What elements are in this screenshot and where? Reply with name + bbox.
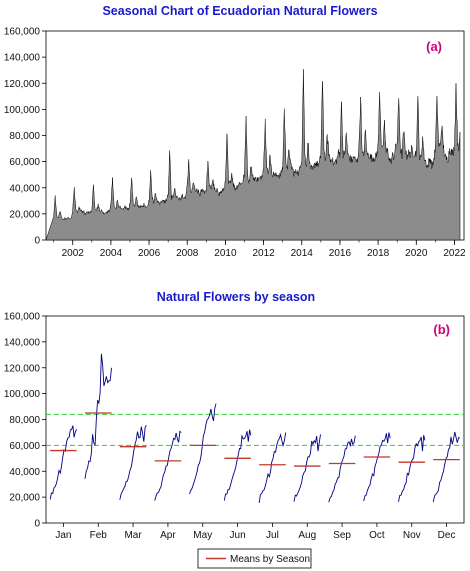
chart-a-x-tick-label: 2010 [214,248,237,259]
chart-a-x-tick-label: 2006 [138,248,161,259]
chart-b-x-tick-label: Feb [90,530,108,541]
chart-b-x-tick-label: Apr [160,530,176,541]
chart-a-x-tick-label: 2022 [443,248,466,259]
chart-b-subseries-jan [49,425,78,500]
chart-b-x-tick-label: Mar [124,530,142,541]
chart-a-y-tick-label: 160,000 [4,27,41,38]
legend-means-label: Means by Season [230,554,310,565]
chart-a-x-tick-label: 2016 [329,248,352,259]
chart-a-y-tick-label: 40,000 [9,183,40,194]
chart-b-x-tick-label: Sep [333,530,351,541]
chart-a-y-axis: 0 20,000 40,000 60,000 80,000 100,000 120,000 1… [4,27,46,247]
chart-a-y-tick-label: 80,000 [9,131,40,142]
chart-b-legend: Means by Season [197,548,312,569]
chart-a-y-tick-label: 120,000 [4,79,41,90]
chart-b-x-tick-label: Jun [230,530,246,541]
chart-a-title: Seasonal Chart of Ecuadorian Natural Flo… [102,4,377,18]
chart-a-y-tick-label: 60,000 [9,157,40,168]
chart-b-panel-label: (b) [433,322,450,337]
chart-b-y-tick-label: 60,000 [9,441,40,452]
chart-b-monthly-subseries [49,353,460,503]
chart-a-panel-label: (a) [426,39,442,54]
chart-b-x-tick-label: Jan [55,530,71,541]
chart-b-y-axis: 0 20,000 40,000 60,000 80,000 100,000 120,000 1… [4,312,46,530]
chart-b-x-tick-label: Jul [266,530,279,541]
chart-a: 0 20,000 40,000 60,000 80,000 100,000 120,000 1… [4,27,466,260]
chart-a-x-tick-label: 2014 [291,248,314,259]
chart-a-x-tick-label: 2008 [176,248,199,259]
chart-b-x-tick-label: Oct [369,530,385,541]
chart-a-y-tick-label: 0 [34,236,40,247]
chart-b-x-tick-label: Nov [403,530,421,541]
chart-b-x-tick-label: Aug [298,530,316,541]
chart-b-subseries-may [189,403,217,495]
chart-a-x-tick-label: 2002 [62,248,85,259]
chart-b-subseries-dec [432,431,460,503]
chart-a-y-tick-label: 100,000 [4,105,41,116]
chart-b-reference-lines [46,413,464,446]
chart-b-title: Natural Flowers by season [157,290,315,304]
chart-b-subseries-feb [84,353,112,479]
chart-b-y-tick-label: 120,000 [4,363,41,374]
chart-b-y-tick-label: 40,000 [9,467,40,478]
chart-b-y-tick-label: 80,000 [9,415,40,426]
chart-b-x-tick-label: Dec [438,530,456,541]
chart-b-subseries-sep [328,435,356,503]
legend-box [197,548,312,569]
chart-a-x-tick-label: 2012 [252,248,275,259]
chart-a-area [45,69,461,241]
chart-b-x-axis: Jan Feb Mar Apr May Jun Jul Aug Sep Oct Nov Dec [55,523,455,541]
chart-b-y-tick-label: 140,000 [4,337,41,348]
chart-b-means [50,412,460,467]
chart-b-x-tick-label: May [193,530,212,541]
chart-b-y-tick-label: 20,000 [9,493,40,504]
chart-b-y-tick-label: 160,000 [4,312,41,323]
chart-b-y-tick-label: 100,000 [4,389,41,400]
chart-b-subseries-nov [398,435,426,502]
chart-a-x-tick-label: 2020 [405,248,428,259]
chart-a-y-tick-label: 140,000 [4,53,41,64]
chart-b-y-tick-label: 0 [34,519,40,530]
chart-a-x-tick-label: 2018 [367,248,390,259]
chart-b-plot-frame [45,315,465,524]
chart-a-y-tick-label: 20,000 [9,209,40,220]
chart-b-subseries-apr [154,430,182,501]
chart-b-subseries-oct [363,432,391,502]
chart-b-subseries-aug [293,434,321,502]
chart-a-x-tick-label: 2004 [100,248,123,259]
chart-b: 0 20,000 40,000 60,000 80,000 100,000 120,000 1… [4,312,465,541]
chart-b-subseries-jul [258,432,287,503]
chart-a-x-axis: 2002 2004 2006 2008 2010 2012 2014 2016 2018 2020… [53,240,466,259]
chart-b-subseries-mar [119,424,147,500]
